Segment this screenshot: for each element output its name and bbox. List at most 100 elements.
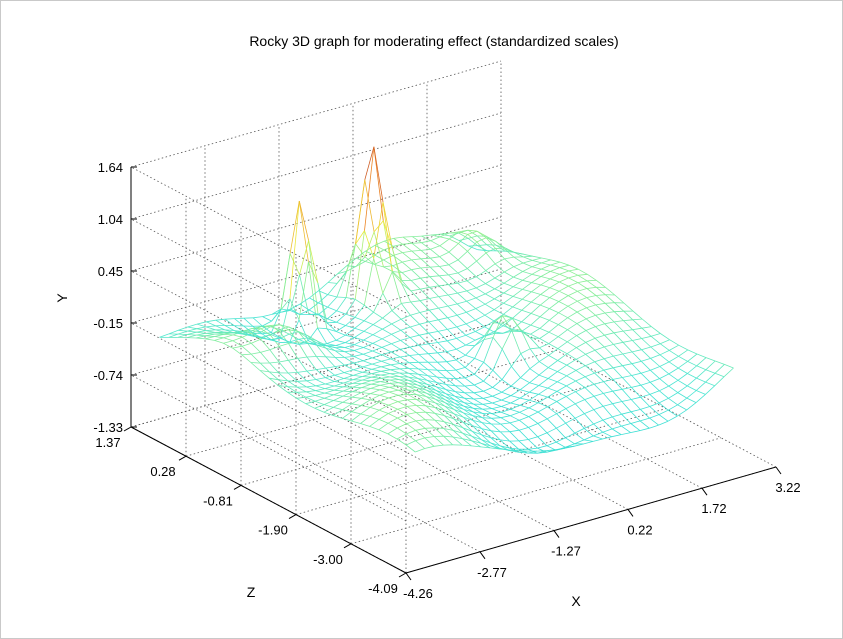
mesh-line [466,297,477,302]
mesh-line [586,307,596,316]
mesh-line [548,355,558,361]
mesh-line [528,447,538,450]
mesh-line [632,329,642,339]
mesh-line [335,334,346,341]
mesh-line [677,404,687,411]
mesh-line [262,320,272,327]
mesh-line [650,378,660,383]
mesh-line [532,257,542,261]
mesh-line [419,334,429,345]
mesh-line [483,361,494,371]
mesh-line [491,411,502,414]
mesh-line [472,419,482,429]
mesh-line [362,376,372,378]
mesh-line [187,323,198,328]
mesh-line [519,399,530,406]
mesh-line [458,234,468,244]
mesh-line [520,389,530,393]
mesh-line [372,317,383,325]
mesh-line [446,384,456,387]
wall-grid-line [130,216,502,324]
mesh-line [341,411,352,419]
mesh-line [603,381,613,392]
mesh-line [346,297,356,300]
mesh-line [346,257,357,267]
mesh-line [603,393,613,404]
mesh-line [467,268,477,278]
mesh-line [614,320,624,323]
mesh-line [475,308,486,316]
mesh-line [391,323,402,331]
mesh-line [436,390,446,394]
mesh-line [261,332,272,335]
mesh-line [484,309,495,316]
mesh-line [308,240,319,283]
mesh-line [632,338,642,341]
mesh-line [547,381,558,389]
mesh-line [584,372,595,378]
mesh-line [298,337,308,340]
mesh-line [503,286,514,294]
mesh-line [466,287,477,292]
mesh-line [540,284,551,289]
mesh-line [388,404,398,410]
mesh-line [445,393,456,401]
y-tick-label: -0.15 [93,316,123,331]
mesh-line [446,370,456,379]
mesh-line [494,271,505,279]
mesh-line [518,450,528,453]
mesh-line [539,331,550,339]
mesh-line [621,425,631,433]
mesh-line [586,304,596,309]
mesh-line [558,301,569,307]
mesh-line [205,335,215,337]
mesh-line [334,372,345,376]
mesh-line [575,391,585,400]
mesh-line [504,247,515,253]
mesh-line [485,288,495,295]
mesh-line [370,381,381,385]
mesh-line [485,270,496,279]
mesh-line [390,369,400,374]
mesh-line [299,297,310,305]
mesh-line [539,328,550,333]
mesh-line [280,298,291,311]
mesh-line [474,335,485,341]
mesh-line [557,341,568,349]
mesh-line [354,298,365,306]
mesh-line [437,331,448,342]
mesh-line [397,399,408,402]
mesh-line [472,415,483,423]
mesh-line [532,260,542,264]
mesh-line [380,381,390,384]
mesh-line [574,432,585,441]
mesh-line [492,391,502,397]
mesh-line [346,265,356,267]
mesh-line [659,350,670,356]
mesh-line [494,309,504,315]
mesh-line [577,297,587,302]
mesh-line [408,372,419,379]
mesh-line [594,346,605,351]
mesh-line [400,355,410,358]
mesh-line [401,280,412,292]
mesh-line [556,422,566,429]
mesh-line [471,430,482,440]
mesh-line [401,272,412,281]
mesh-line [306,385,316,388]
mesh-line [316,367,326,370]
mesh-line [512,289,523,297]
mesh-line [314,400,325,405]
mesh-line [416,390,427,397]
mesh-line [354,327,365,332]
mesh-line [306,369,317,372]
mesh-line [361,393,371,399]
mesh-line [373,146,384,203]
mesh-line [269,371,279,374]
mesh-line [530,313,541,318]
mesh-line [519,407,530,413]
mesh-line [696,357,707,367]
mesh-line [453,409,464,418]
mesh-line [447,303,458,307]
mesh-line [250,362,261,371]
